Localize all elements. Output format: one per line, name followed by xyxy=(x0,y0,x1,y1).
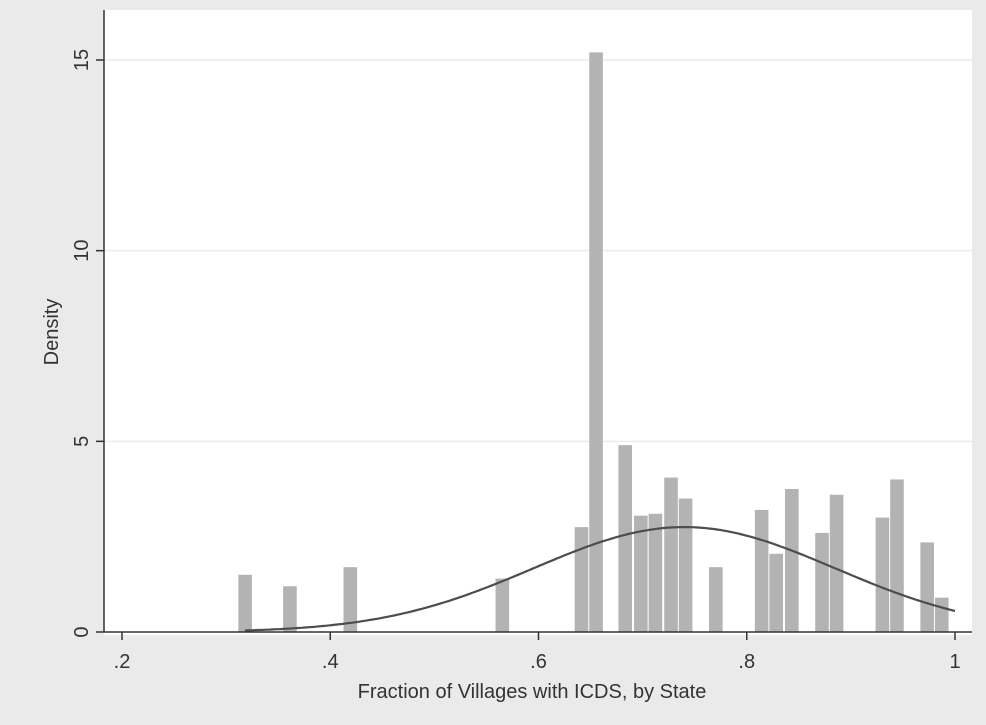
histogram-bar xyxy=(634,515,648,632)
x-tick-label: 1 xyxy=(949,651,960,673)
x-axis-ticks: .2 .4 .6 .8 1 xyxy=(114,632,961,673)
grid-lines xyxy=(104,59,972,443)
histogram-bar xyxy=(343,567,358,632)
histogram-bar xyxy=(618,445,633,632)
histogram-bar xyxy=(934,597,949,632)
histogram-bar xyxy=(709,567,723,632)
histogram-bar xyxy=(648,513,663,632)
histogram-bar xyxy=(920,542,934,632)
histogram-bar xyxy=(754,509,769,632)
histogram-bar xyxy=(495,578,510,632)
x-tick-label: .6 xyxy=(530,651,547,673)
y-axis-ticks: 0 5 10 15 xyxy=(71,49,104,638)
histogram-bar xyxy=(815,532,829,632)
histogram-bar xyxy=(785,489,799,632)
histogram-bar xyxy=(283,586,297,632)
x-axis-label: Fraction of Villages with ICDS, by State xyxy=(358,681,707,703)
histogram-bar xyxy=(769,553,783,632)
plot-region xyxy=(104,10,972,635)
y-tick-label: 5 xyxy=(71,436,93,447)
y-tick-label: 15 xyxy=(71,49,93,71)
y-tick-label: 0 xyxy=(71,626,93,637)
x-tick-label: .2 xyxy=(114,651,131,673)
histogram-bar xyxy=(875,517,890,632)
x-tick-label: .8 xyxy=(738,651,755,673)
histogram-bar xyxy=(238,574,252,632)
histogram-bar xyxy=(589,52,603,632)
normal-density-curve xyxy=(244,526,956,632)
histogram-bar xyxy=(664,477,678,632)
histogram-bar xyxy=(829,494,844,632)
histogram-bar xyxy=(890,479,904,632)
y-axis-label: Density xyxy=(41,299,63,366)
histogram-bar xyxy=(678,498,693,632)
y-tick-label: 10 xyxy=(71,240,93,262)
histogram-bar xyxy=(574,527,589,632)
bars xyxy=(238,52,949,632)
x-tick-label: .4 xyxy=(322,651,339,673)
